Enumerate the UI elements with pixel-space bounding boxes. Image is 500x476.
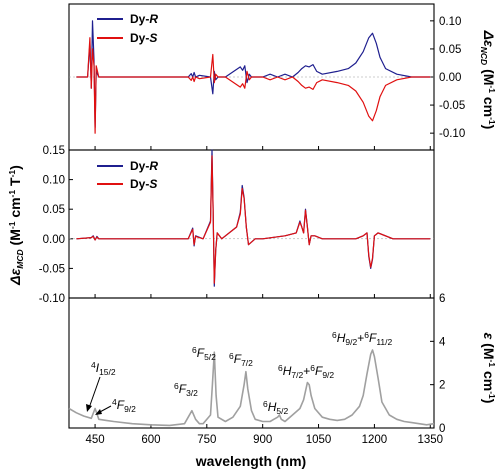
x-axis-label: wavelength (nm) xyxy=(195,453,306,469)
middle-ylabel: ΔεMCD (M-1 cm-1 T-1) xyxy=(7,165,25,286)
middle-y-ticks: 0.15 0.10 0.05 0.00 -0.05 -0.10 xyxy=(39,145,73,305)
x-tick-label: 750 xyxy=(197,434,216,446)
y-tick-label: 0.15 xyxy=(43,145,65,157)
y-tick-label: 0.00 xyxy=(43,234,65,246)
series-line-top-dy-s xyxy=(76,37,431,134)
middle-legend: Dy-R Dy-S xyxy=(97,159,158,191)
series-line-middle-dy-s xyxy=(76,155,431,284)
x-tick-label: 1350 xyxy=(417,434,443,446)
y-tick-label: -0.05 xyxy=(439,100,465,112)
y-tick-label: 2 xyxy=(439,380,445,392)
x-tick-label: 1050 xyxy=(306,434,332,446)
y-tick-label: 4 xyxy=(439,336,446,348)
annotation-6h5-2: 6H5/2 xyxy=(263,399,288,416)
annotation-arrow-4i15-2 xyxy=(88,376,101,409)
y-tick-label: 0.10 xyxy=(439,16,461,28)
series-line-bottom-- xyxy=(68,349,435,427)
legend-label-dy-r-top: Dy-R xyxy=(130,12,158,26)
y-tick-label: 0.10 xyxy=(43,175,65,187)
y-tick-label: -0.05 xyxy=(39,263,65,275)
x-tick-label: 600 xyxy=(141,434,160,446)
top-ylabel: ΔεNCD (M-1 cm-1) xyxy=(479,30,497,130)
top-y-ticks: 0.10 0.05 0.00 -0.05 -0.10 xyxy=(430,16,465,140)
annotation-arrowhead-4i15-2 xyxy=(86,404,92,412)
annotation-arrowhead-4f9-2 xyxy=(95,409,102,415)
x-tick-label: 1200 xyxy=(362,434,388,446)
y-tick-label: 0.00 xyxy=(439,72,461,84)
y-tick-label: 0 xyxy=(439,423,445,435)
x-axis-ticks: 450 600 750 900 1050 1200 1350 xyxy=(85,146,443,446)
annotation-6f5-2: 6F5/2 xyxy=(192,345,216,362)
legend-label-dy-s-mid: Dy-S xyxy=(130,177,157,191)
series-layer xyxy=(68,20,435,427)
annotation-6h7-2-6f9-2: 6H7/2+6F9/2 xyxy=(278,363,334,380)
top-legend: Dy-R Dy-S xyxy=(97,12,158,45)
annotation-6f7-2: 6F7/2 xyxy=(229,351,253,368)
annotation-6f3-2: 6F3/2 xyxy=(174,381,198,398)
y-tick-label: 0.05 xyxy=(439,44,461,56)
y-tick-label: -0.10 xyxy=(439,128,465,140)
bottom-ylabel: ε (M-1 cm-1) xyxy=(481,333,497,404)
bottom-panel-frame xyxy=(68,297,435,429)
legend-label-dy-s-top: Dy-S xyxy=(130,31,157,45)
annotation-4f9-2: 4F9/2 xyxy=(112,397,136,414)
y-tick-label: 0.05 xyxy=(43,204,65,216)
y-tick-label: -0.10 xyxy=(39,293,65,305)
annotation-4i15-2: 4I15/2 xyxy=(91,360,116,377)
bottom-y-ticks: 0 2 4 6 xyxy=(430,293,446,435)
annotation-6h9-2-6f11-2: 6H9/2+6F11/2 xyxy=(332,330,393,347)
x-tick-label: 450 xyxy=(85,434,104,446)
legend-label-dy-r-mid: Dy-R xyxy=(130,159,158,173)
x-tick-label: 900 xyxy=(253,434,272,446)
y-tick-label: 6 xyxy=(439,293,445,305)
bottom-annotations: 4I15/2 4F9/2 6F3/2 6F5/2 6F7/2 6H5/2 6H7… xyxy=(86,330,393,416)
middle-panel-frame xyxy=(68,149,435,299)
